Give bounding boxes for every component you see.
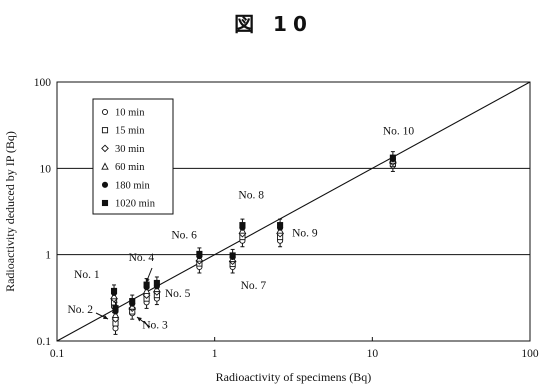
y-tick-label: 1 <box>45 250 51 262</box>
x-tick-label: 1 <box>212 348 218 360</box>
data-point <box>111 310 120 319</box>
y-tick-label: 0.1 <box>37 336 52 348</box>
specimen-label: No. 9 <box>292 228 318 240</box>
specimen-label: No. 3 <box>142 320 168 332</box>
legend-entry: 60 min <box>115 162 145 173</box>
legend-marker <box>101 108 109 116</box>
y-tick-label: 100 <box>34 77 52 89</box>
legend-marker <box>101 199 109 207</box>
arrow-head <box>137 317 142 322</box>
legend-entry: 30 min <box>115 144 145 155</box>
data-point <box>129 298 136 305</box>
legend-marker <box>101 127 109 134</box>
specimen-label: No. 10 <box>383 126 415 138</box>
specimen-label: No. 4 <box>129 252 155 264</box>
legend-entry: 1020 min <box>115 199 156 210</box>
x-axis-label: Radioactivity of specimens (Bq) <box>216 370 372 384</box>
legend-marker <box>101 144 109 153</box>
specimen-label: No. 6 <box>171 230 197 242</box>
specimen-label: No. 5 <box>165 288 191 300</box>
data-point <box>112 325 119 332</box>
data-point <box>110 287 118 294</box>
arrow-head <box>103 315 108 319</box>
tick-labels: 0.1 1 10 100 0.1 1 10 100 <box>34 77 539 360</box>
legend-marker <box>101 181 109 188</box>
data-point <box>389 154 396 161</box>
data-point <box>142 286 151 294</box>
data-point <box>153 279 160 287</box>
legend-entry: 15 min <box>115 126 145 137</box>
data-point <box>229 252 236 259</box>
specimen-label: No. 8 <box>238 190 264 202</box>
legend-box <box>92 98 174 215</box>
reference-line-group <box>56 81 531 342</box>
legend-entry: 180 min <box>115 180 150 191</box>
y-tick-label: 10 <box>40 163 52 175</box>
data-points <box>110 151 397 335</box>
specimen-label: No. 1 <box>74 269 100 281</box>
x-tick-label: 100 <box>521 348 539 360</box>
data-point <box>277 222 284 229</box>
x-tick-label: 0.1 <box>50 348 65 360</box>
specimen-labels: No. 1 No. 2 No. 3 No. 4 No. 5 No. 6 No. 7 No. 8… <box>68 126 415 332</box>
data-point <box>112 305 119 312</box>
data-point <box>196 250 203 257</box>
legend-marker <box>101 162 109 170</box>
specimen-label: No. 7 <box>241 280 267 292</box>
plot-frame <box>56 81 531 342</box>
legend: 10 min 15 min 30 min 60 min 180 min 1020 min <box>92 98 174 215</box>
specimen-label: No. 2 <box>68 304 94 316</box>
arrow-head <box>145 278 150 283</box>
legend-entry: 10 min <box>115 108 145 119</box>
figure-title: 図 10 <box>234 12 313 36</box>
y-axis-label: Radioactivity deduced by IP (Bq) <box>3 131 17 292</box>
x-tick-label: 10 <box>367 348 379 360</box>
reference-line <box>56 81 531 342</box>
data-point <box>239 222 246 229</box>
